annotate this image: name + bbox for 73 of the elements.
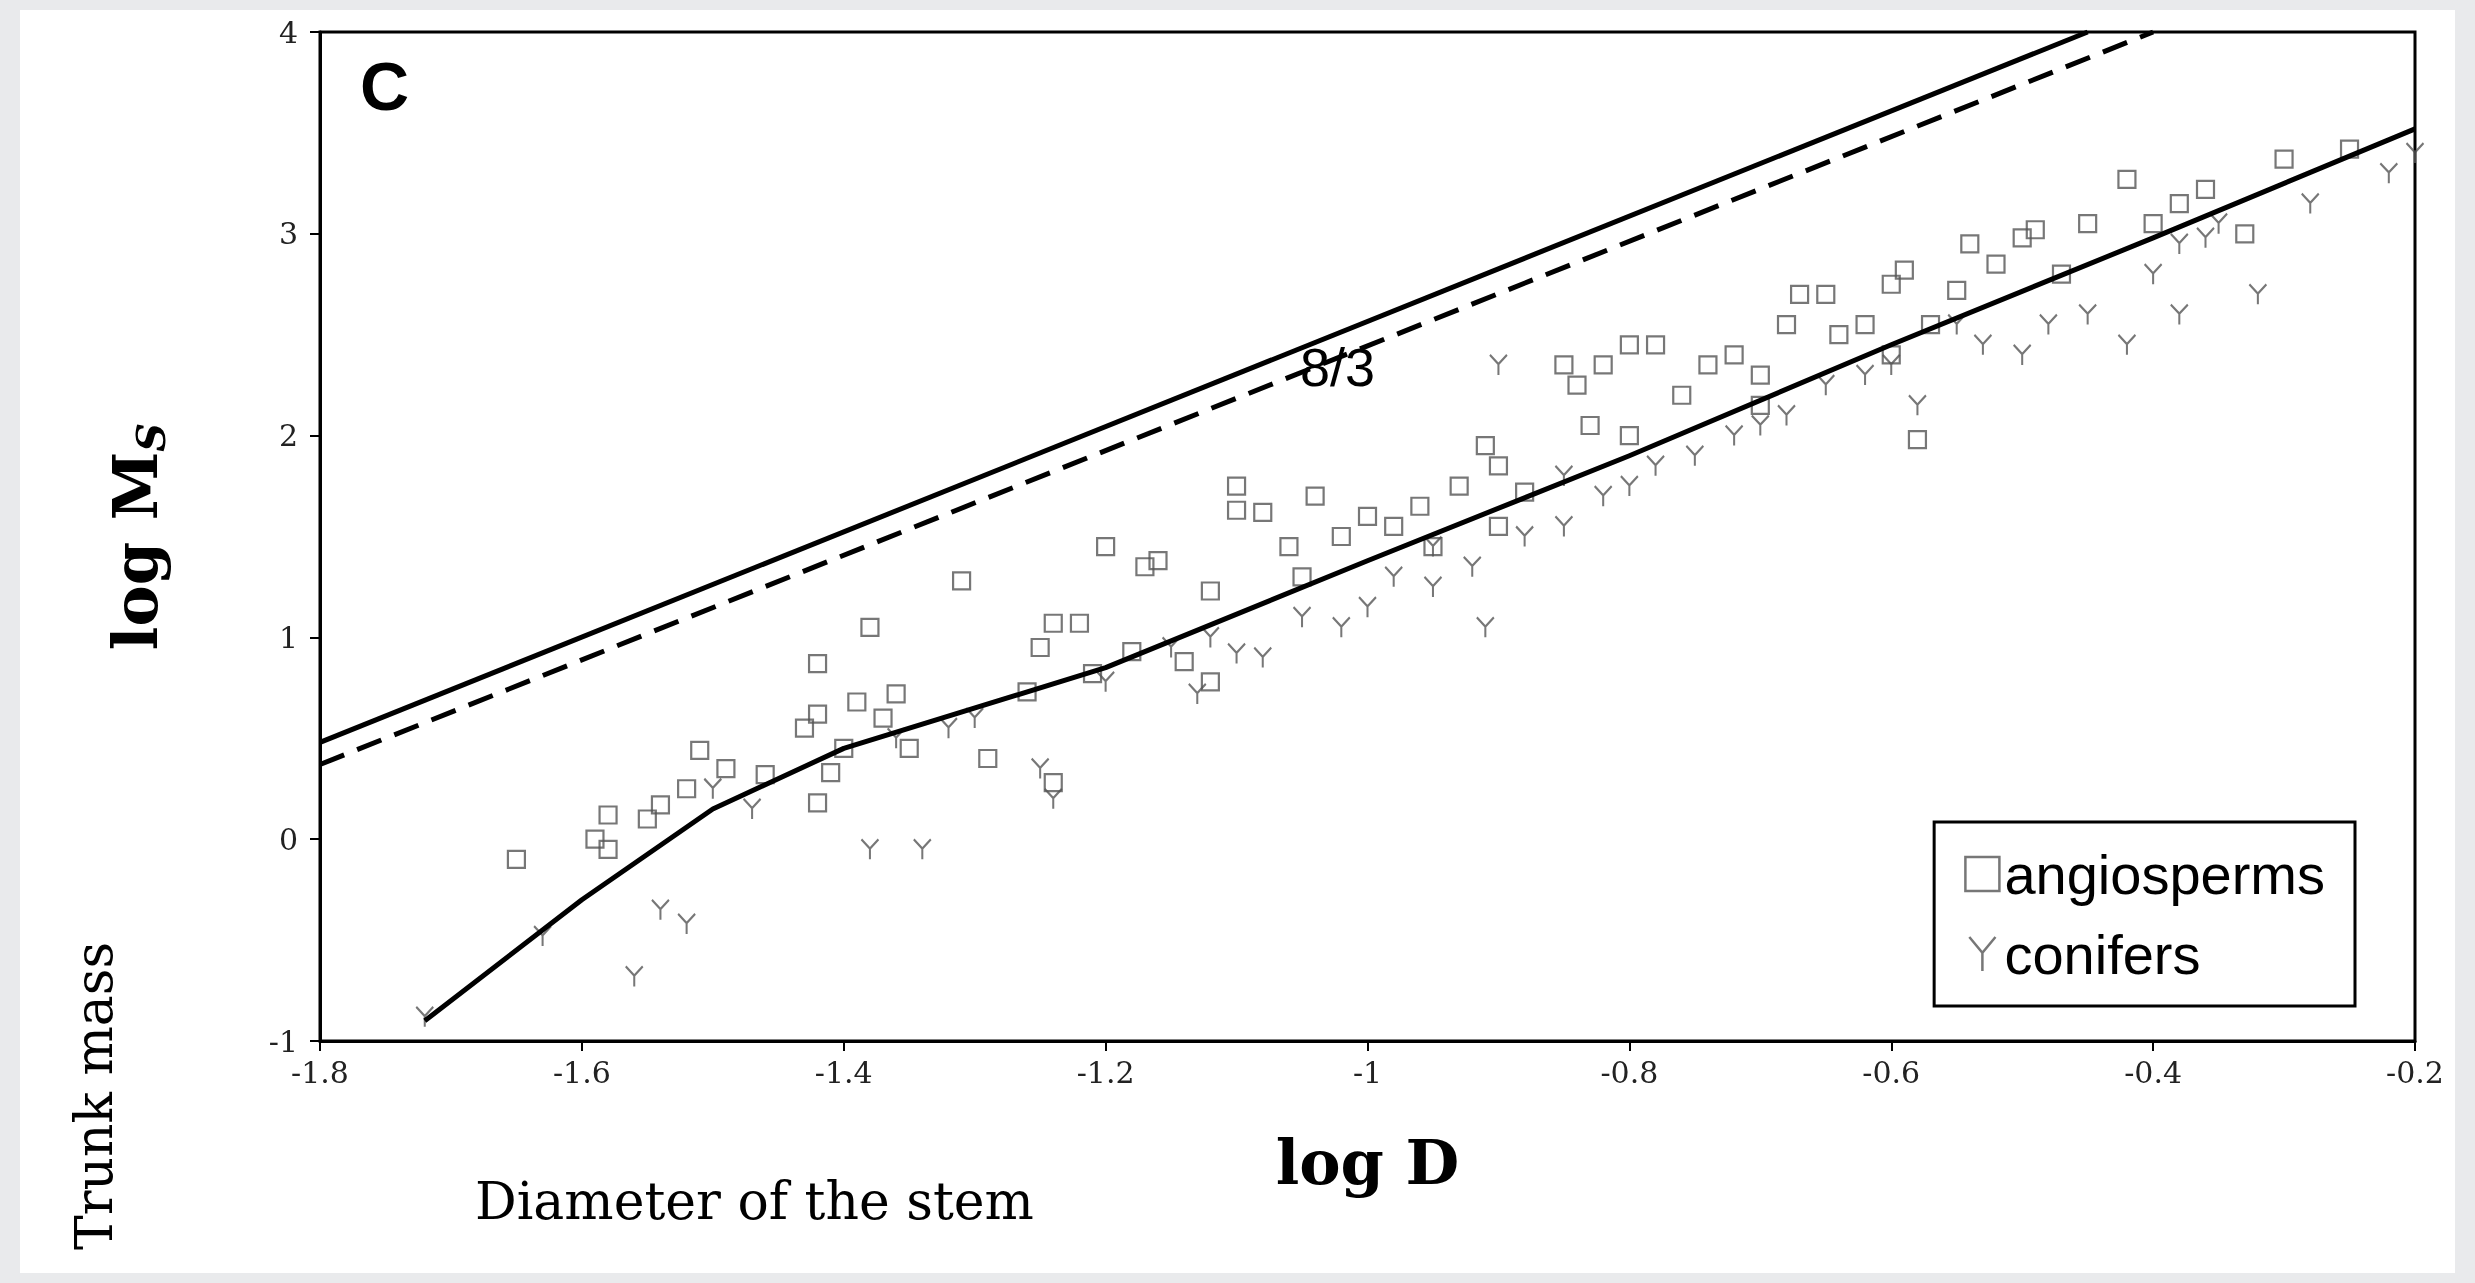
point [1881, 353, 1901, 377]
point [2379, 162, 2399, 185]
legend-label: angiosperms [2004, 842, 2325, 906]
point [742, 797, 762, 821]
point [1475, 616, 1495, 639]
point [860, 838, 880, 861]
y-tick-label: 2 [278, 418, 298, 454]
point [1554, 515, 1574, 538]
point [1515, 525, 1535, 548]
point [2300, 192, 2320, 215]
point [2012, 343, 2032, 366]
point [1423, 535, 1443, 558]
x-tick-label: -0.6 [1862, 1054, 1921, 1090]
annotation: C [360, 48, 410, 124]
point [2169, 303, 2189, 326]
point [1488, 353, 1509, 377]
point [1593, 485, 1613, 508]
point [1619, 474, 1639, 498]
point [2195, 226, 2216, 249]
x-tick-label: -1.2 [1076, 1054, 1135, 1090]
x-tick-label: -0.2 [2386, 1054, 2444, 1090]
point [1096, 670, 1116, 693]
point [1645, 454, 1666, 477]
point [1030, 757, 1050, 780]
point [532, 924, 553, 948]
point [1776, 404, 1797, 427]
point [2078, 303, 2098, 326]
point [1187, 682, 1207, 705]
point [650, 898, 671, 921]
y-tick-label: 4 [278, 14, 298, 50]
x-tick-label: -1.4 [814, 1054, 873, 1090]
point [1226, 642, 1247, 665]
point [1384, 565, 1404, 588]
y-tick-label: 3 [278, 216, 298, 252]
x-tick-label: -1.6 [552, 1054, 611, 1090]
point [2117, 333, 2137, 356]
point [2143, 263, 2163, 286]
point [1816, 374, 1836, 397]
y-tick-label: 0 [278, 821, 298, 857]
x-tick-label: -0.8 [1600, 1054, 1659, 1090]
point [2038, 313, 2058, 336]
point [2169, 232, 2189, 255]
point [1253, 646, 1273, 669]
point [1357, 596, 1378, 619]
y-tick-label: 1 [278, 619, 298, 655]
point [1292, 606, 1312, 629]
legend-label: conifers [2004, 922, 2201, 986]
point [1200, 626, 1220, 649]
point [1331, 616, 1351, 639]
point [703, 777, 723, 800]
point [1724, 424, 1744, 447]
point [415, 1005, 435, 1028]
point [677, 912, 697, 936]
point [624, 965, 644, 988]
x-tick-label: -0.4 [2124, 1054, 2183, 1090]
point [1043, 787, 1063, 810]
point [912, 838, 932, 861]
point [1554, 464, 1574, 488]
point [2248, 283, 2268, 306]
x-tick-label: -1 [1352, 1054, 1383, 1090]
point [1855, 363, 1875, 387]
text: Diameter of the stem [475, 1171, 1034, 1231]
y-axis-title: log MS [98, 422, 174, 651]
point [1907, 394, 1928, 417]
point [1685, 444, 1705, 467]
point [2405, 141, 2425, 165]
point [1973, 333, 1993, 356]
point [1750, 414, 1770, 437]
point [1462, 555, 1482, 578]
x-axis-title: log D [1275, 1125, 1460, 1199]
point [1423, 575, 1443, 599]
text: Trunk mass [64, 941, 124, 1250]
point [2208, 212, 2229, 235]
